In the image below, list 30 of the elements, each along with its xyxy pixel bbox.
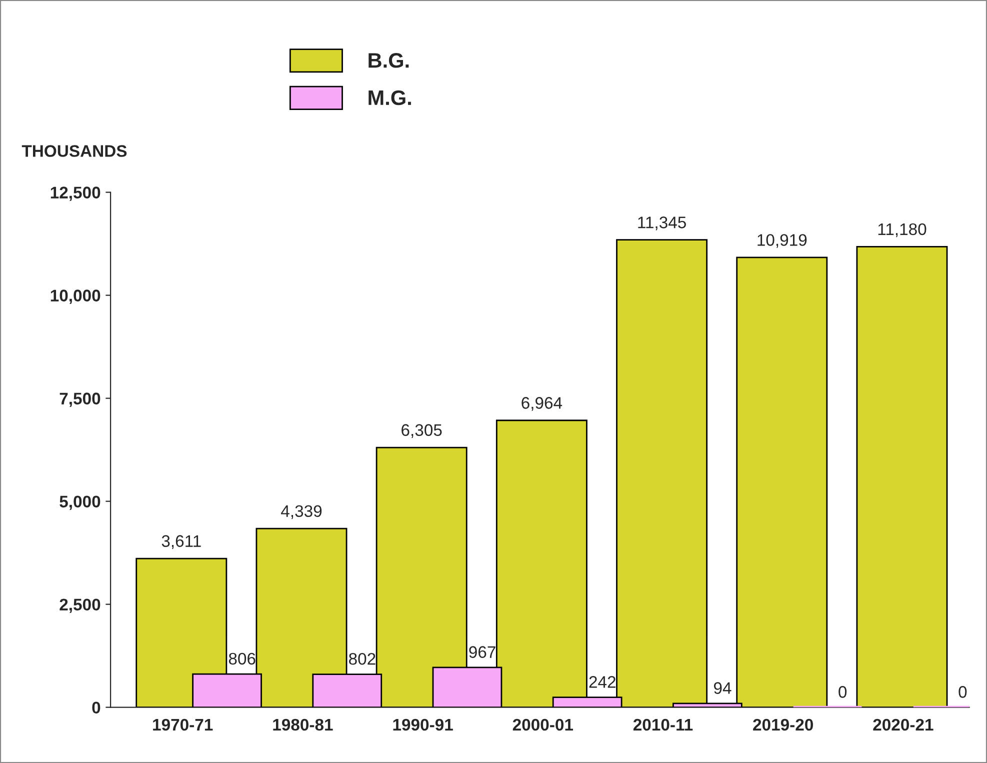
data-label: 4,339 [281,505,322,519]
data-label: 3,611 [162,535,201,549]
x-tick-label: 1970-71 [153,718,213,731]
data-label: 967 [469,646,496,658]
x-tick-label: 2019-20 [753,718,813,731]
y-tick-label: 0 [92,702,100,714]
data-label: 6,964 [522,397,562,411]
y-tick-label: 10,000 [50,290,100,304]
y-tick-label: 2,500 [60,598,100,613]
data-label: 6,305 [402,424,442,438]
x-tick-label: 2010-11 [633,718,693,731]
data-label: 10,919 [758,234,807,248]
x-tick-label: 1980-81 [273,718,333,731]
data-label: 0 [958,686,967,698]
data-label: 242 [589,676,616,688]
legend-label: B.G. [368,53,409,68]
y-tick-label: 7,500 [60,392,100,407]
y-tick-label: 5,000 [60,496,100,510]
x-tick-label: 2000-01 [512,718,574,731]
x-tick-label: 1990-91 [393,718,453,731]
data-label: 11,180 [878,223,926,238]
x-tick-label: 2020-21 [873,718,934,731]
data-label: 11,345 [638,216,686,230]
y-tick-label: 12,500 [50,186,100,201]
y-axis-title: THOUSANDS [22,145,127,157]
data-label: 806 [228,652,256,665]
data-label: 802 [349,652,376,665]
data-label: 0 [838,686,847,698]
data-label: 94 [714,682,732,694]
legend-label: M.G. [368,90,411,106]
